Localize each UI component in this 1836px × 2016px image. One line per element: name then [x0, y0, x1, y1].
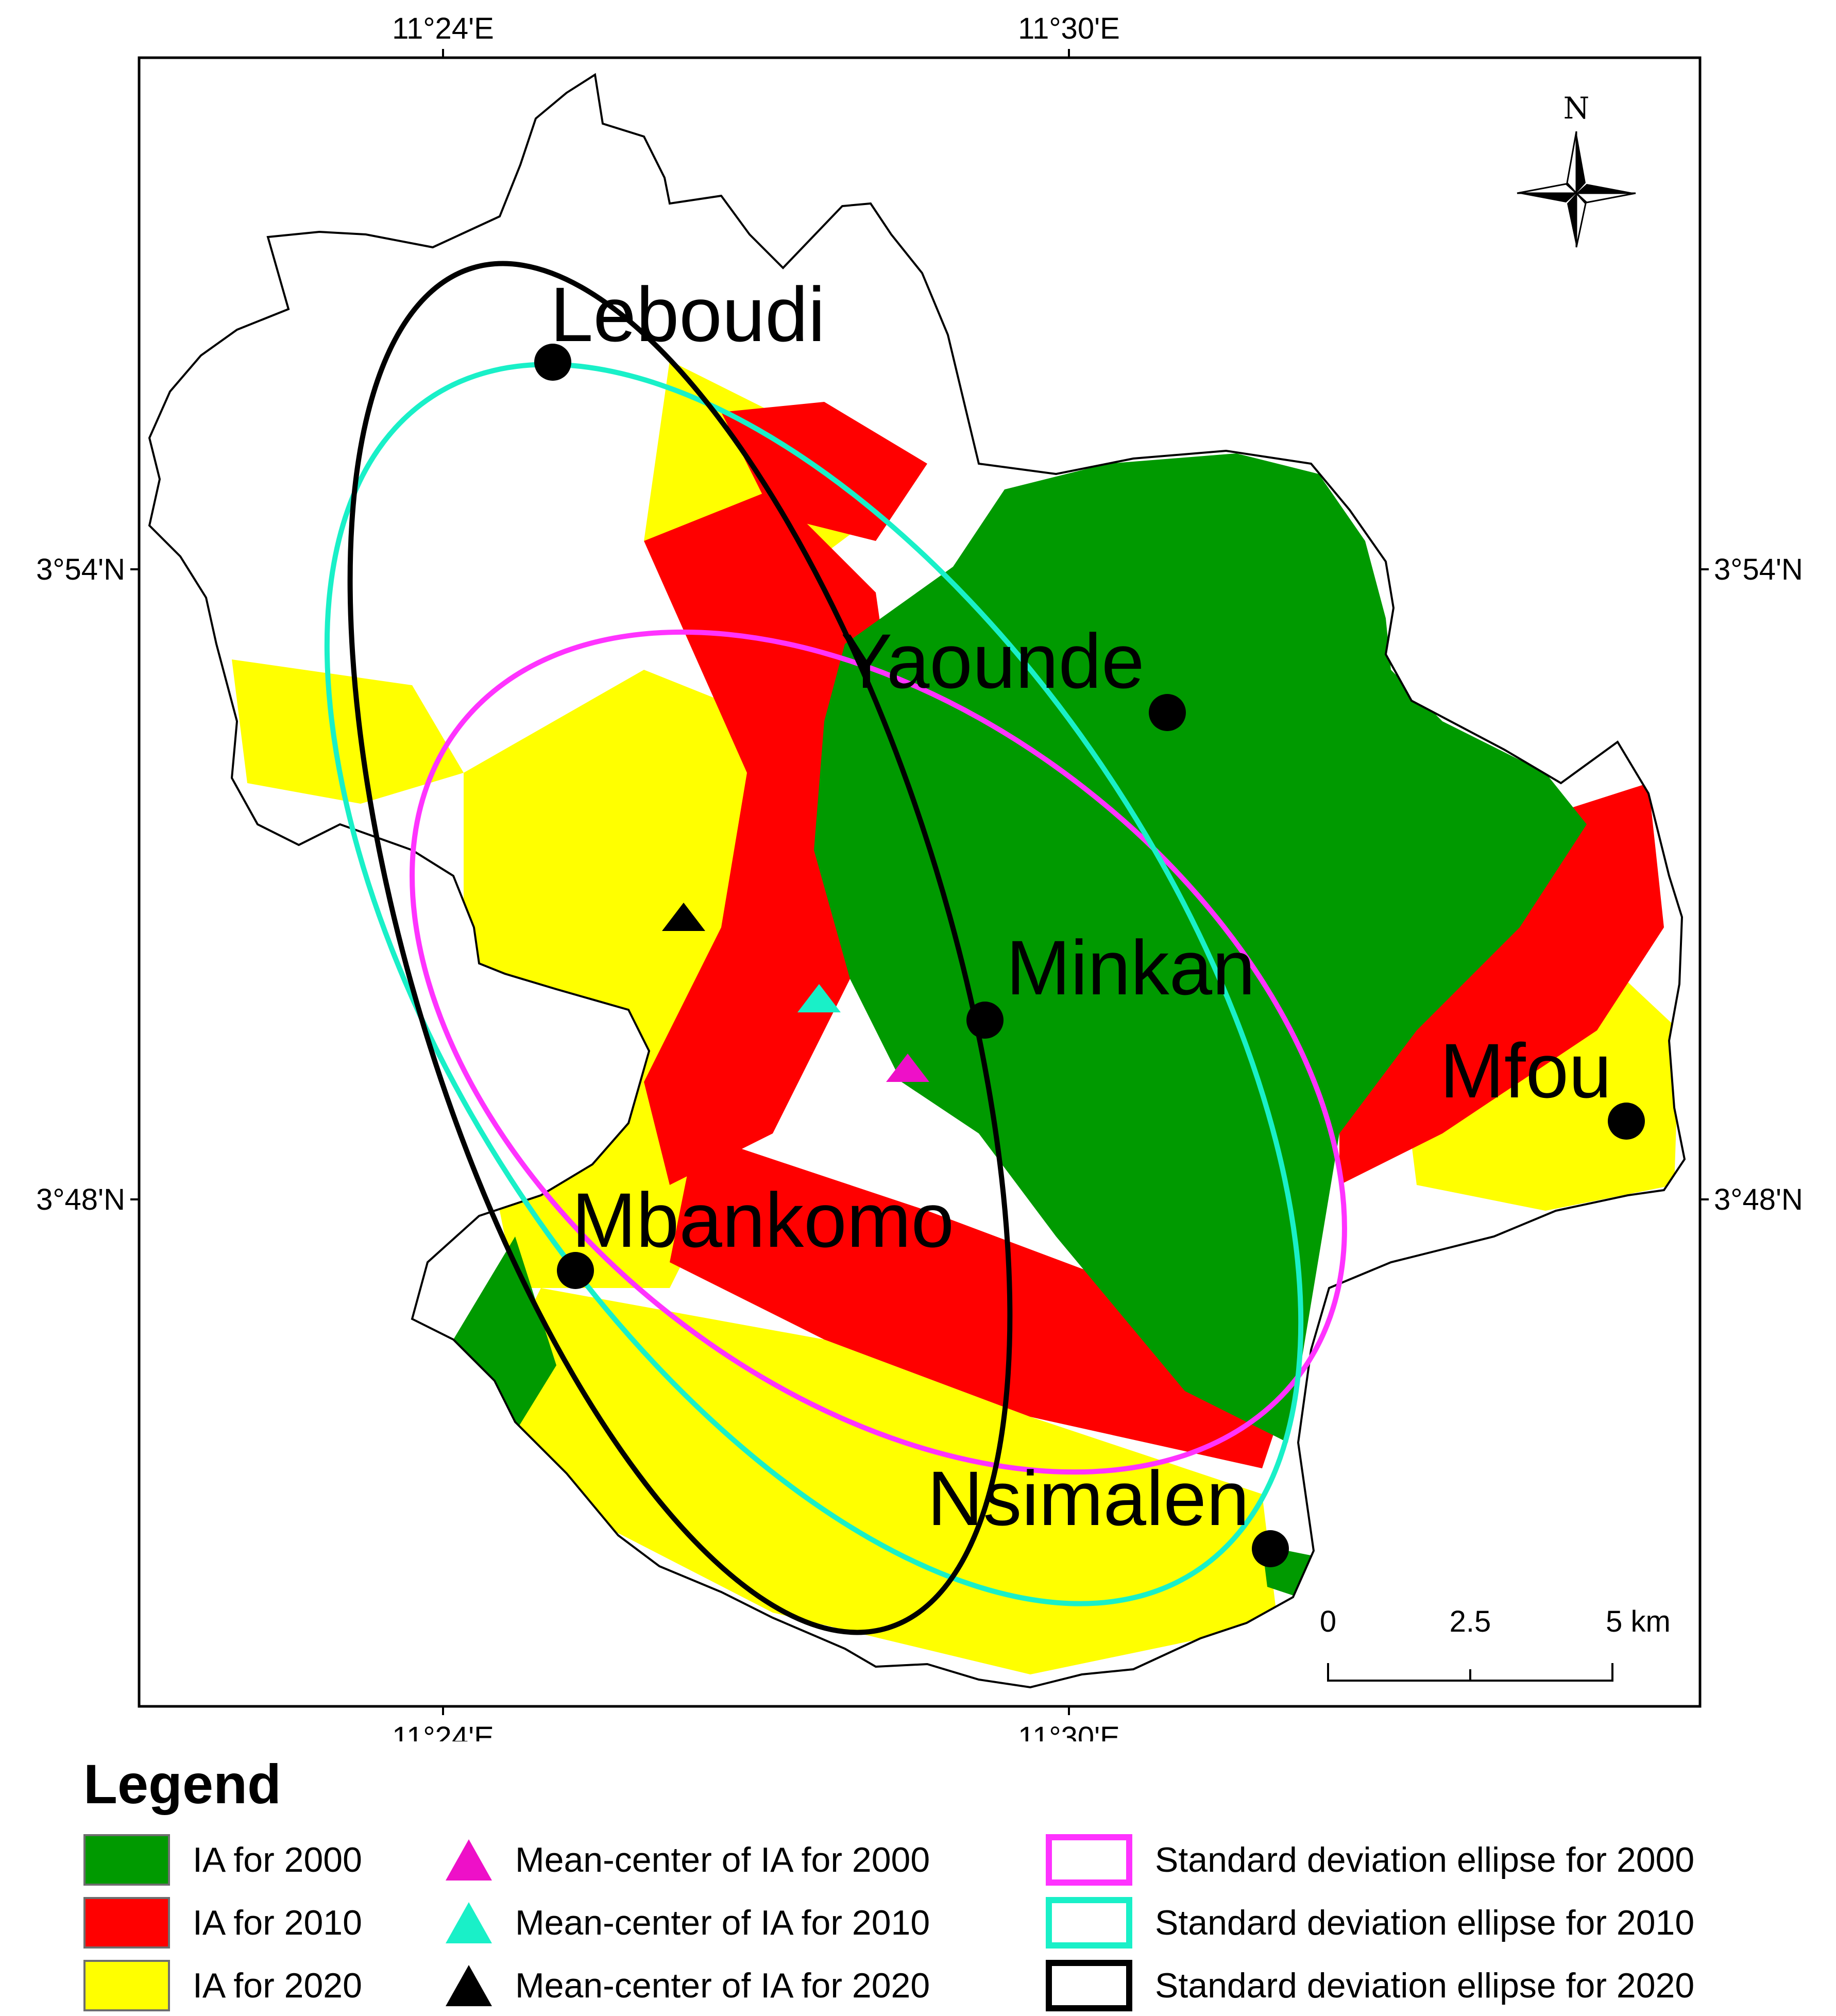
top-lon-label-1: 11°24'E: [392, 12, 494, 45]
city-mfou: Mfou: [1440, 1027, 1645, 1140]
legend-item-ia-2010: IA for 2010: [83, 1894, 362, 1951]
ellipse-2010: [324, 362, 1304, 1606]
legend-swatch-ellipse-2000: [1046, 1834, 1132, 1886]
city-minkan: Minkan: [966, 924, 1255, 1039]
svg-text:Leboudi: Leboudi: [550, 271, 825, 358]
bottom-lon-label-1: 11°24'E: [392, 1721, 494, 1741]
legend-title: Legend: [83, 1753, 282, 1815]
compass-rose-icon: N: [1517, 91, 1636, 248]
mean-center-2010-icon: [797, 984, 841, 1012]
city-leboudi: Leboudi: [534, 271, 825, 381]
legend-swatch-ellipse-2010: [1046, 1897, 1132, 1949]
top-lon-label-2: 11°30'E: [1018, 12, 1120, 45]
legend: Legend IA for 2000 IA for 2010 IA for 20…: [0, 1741, 1836, 2016]
triangle-icon: [446, 1839, 492, 1881]
graticule-ticks: [130, 49, 1709, 1715]
svg-text:Nsimalen: Nsimalen: [927, 1455, 1249, 1541]
bottom-lon-label-2: 11°30'E: [1018, 1721, 1120, 1741]
north-label: N: [1563, 91, 1590, 126]
legend-item-mean-center-2000: Mean-center of IA for 2000: [443, 1832, 930, 1888]
legend-swatch-ellipse-2020: [1046, 1960, 1132, 2011]
left-lat-label-2: 3°48'N: [36, 1183, 125, 1216]
legend-item-ia-2020: IA for 2020: [83, 1957, 362, 2014]
svg-text:Minkan: Minkan: [1006, 924, 1255, 1011]
triangle-icon: [446, 1902, 492, 1943]
svg-text:Yaounde: Yaounde: [841, 618, 1144, 704]
study-area-boundary: [148, 73, 1686, 1689]
svg-text:Mfou: Mfou: [1440, 1027, 1611, 1114]
legend-item-ellipse-2000: Standard deviation ellipse for 2000: [1046, 1832, 1694, 1888]
right-lat-label-1: 3°54'N: [1714, 553, 1803, 586]
city-mbankomo: Mbankomo: [557, 1177, 954, 1289]
legend-item-mean-center-2020: Mean-center of IA for 2020: [443, 1957, 930, 2014]
legend-item-mean-center-2010: Mean-center of IA for 2010: [443, 1894, 930, 1951]
ellipse-2020: [347, 261, 1013, 1635]
legend-swatch-ia-2000: [83, 1834, 170, 1886]
triangle-icon: [446, 1965, 492, 2006]
scale-label-0: 0: [1320, 1605, 1336, 1638]
legend-swatch-ia-2020: [83, 1960, 170, 2011]
legend-item-ellipse-2010: Standard deviation ellipse for 2010: [1046, 1894, 1694, 1951]
legend-item-ia-2000: IA for 2000: [83, 1832, 362, 1888]
city-yaounde: Yaounde: [841, 618, 1186, 731]
right-lat-label-2: 3°48'N: [1714, 1183, 1803, 1216]
city-nsimalen: Nsimalen: [927, 1455, 1289, 1567]
legend-item-ellipse-2020: Standard deviation ellipse for 2020: [1046, 1957, 1694, 2014]
scale-label-2-5: 2.5: [1450, 1605, 1491, 1638]
map-canvas: 11°24'E 11°30'E 11°24'E 11°30'E 3°54'N 3…: [36, 12, 1803, 1741]
svg-text:Mbankomo: Mbankomo: [572, 1177, 954, 1263]
scale-bar: [1327, 1663, 1613, 1682]
legend-swatch-ia-2010: [83, 1897, 170, 1949]
scale-label-5km: 5 km: [1606, 1605, 1671, 1638]
left-lat-label-1: 3°54'N: [36, 553, 125, 586]
mean-center-2020-icon: [662, 903, 705, 931]
mean-center-2000-icon: [886, 1054, 929, 1082]
